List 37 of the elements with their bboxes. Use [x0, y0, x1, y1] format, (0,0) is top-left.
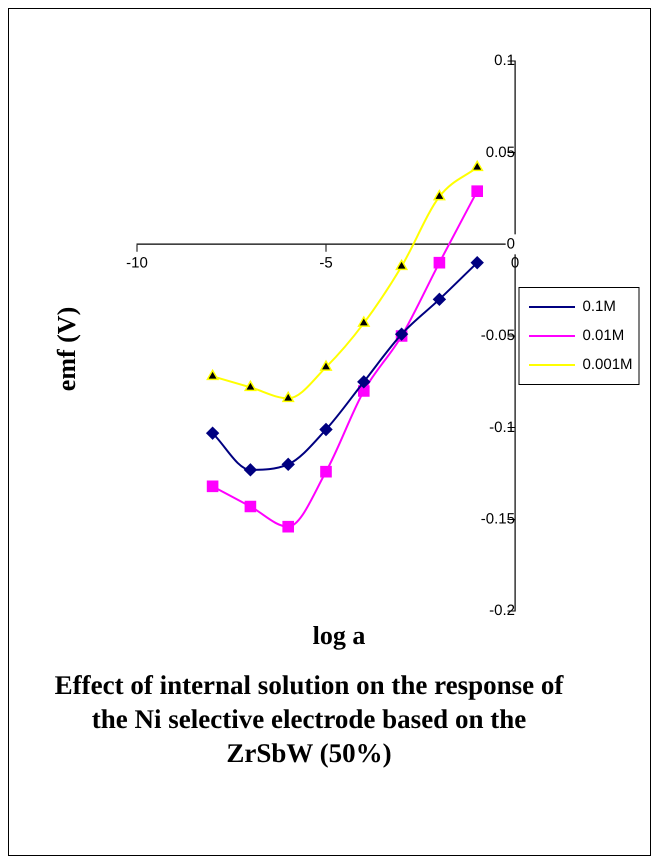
point — [358, 316, 370, 327]
x-tick-label: -5 — [319, 254, 333, 272]
x-tick-label: -10 — [126, 254, 148, 272]
point — [282, 458, 295, 471]
point — [282, 520, 294, 532]
point — [396, 260, 408, 270]
y-tick-label: 0 — [506, 235, 515, 252]
y-tick-label: -0.05 — [480, 327, 515, 344]
x-axis-title: log a — [312, 621, 366, 651]
point — [244, 380, 256, 392]
y-tick-label: -0.1 — [489, 418, 515, 436]
legend-label: 0.1M — [582, 298, 616, 316]
y-tick-label: 0.05 — [486, 144, 515, 161]
point — [434, 256, 446, 268]
point — [470, 256, 484, 270]
point — [244, 463, 257, 476]
y-tick-label: -0.15 — [480, 510, 515, 528]
point — [206, 426, 220, 440]
text: Effect of internal solution on the response of the Ni selective electrode based on the ZrSbW (50%) — [54, 669, 565, 770]
point — [471, 160, 484, 172]
point — [320, 423, 332, 436]
point — [320, 360, 332, 371]
y-tick-label: -0.2 — [489, 602, 515, 620]
point — [206, 370, 219, 380]
legend-label: 0.001M — [582, 356, 633, 374]
point — [206, 480, 218, 492]
point — [357, 375, 370, 388]
point — [471, 185, 484, 197]
legend-label: 0.01M — [582, 327, 624, 344]
y-tick-label: 0.1 — [494, 52, 515, 70]
point — [244, 500, 256, 512]
point — [395, 328, 408, 341]
point — [433, 190, 446, 200]
y-axis-title: emf (V) — [52, 306, 82, 392]
point — [282, 392, 294, 402]
point — [432, 292, 446, 306]
point — [320, 466, 332, 478]
